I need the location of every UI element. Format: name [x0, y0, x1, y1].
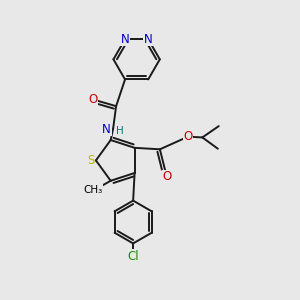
Text: O: O	[88, 93, 98, 106]
Text: N: N	[121, 33, 129, 46]
Text: H: H	[116, 126, 124, 136]
Text: N: N	[102, 123, 111, 136]
Text: S: S	[87, 154, 94, 167]
Text: Cl: Cl	[127, 250, 139, 263]
Text: O: O	[183, 130, 192, 143]
Text: CH₃: CH₃	[83, 185, 103, 195]
Text: O: O	[162, 170, 171, 183]
Text: N: N	[144, 33, 153, 46]
